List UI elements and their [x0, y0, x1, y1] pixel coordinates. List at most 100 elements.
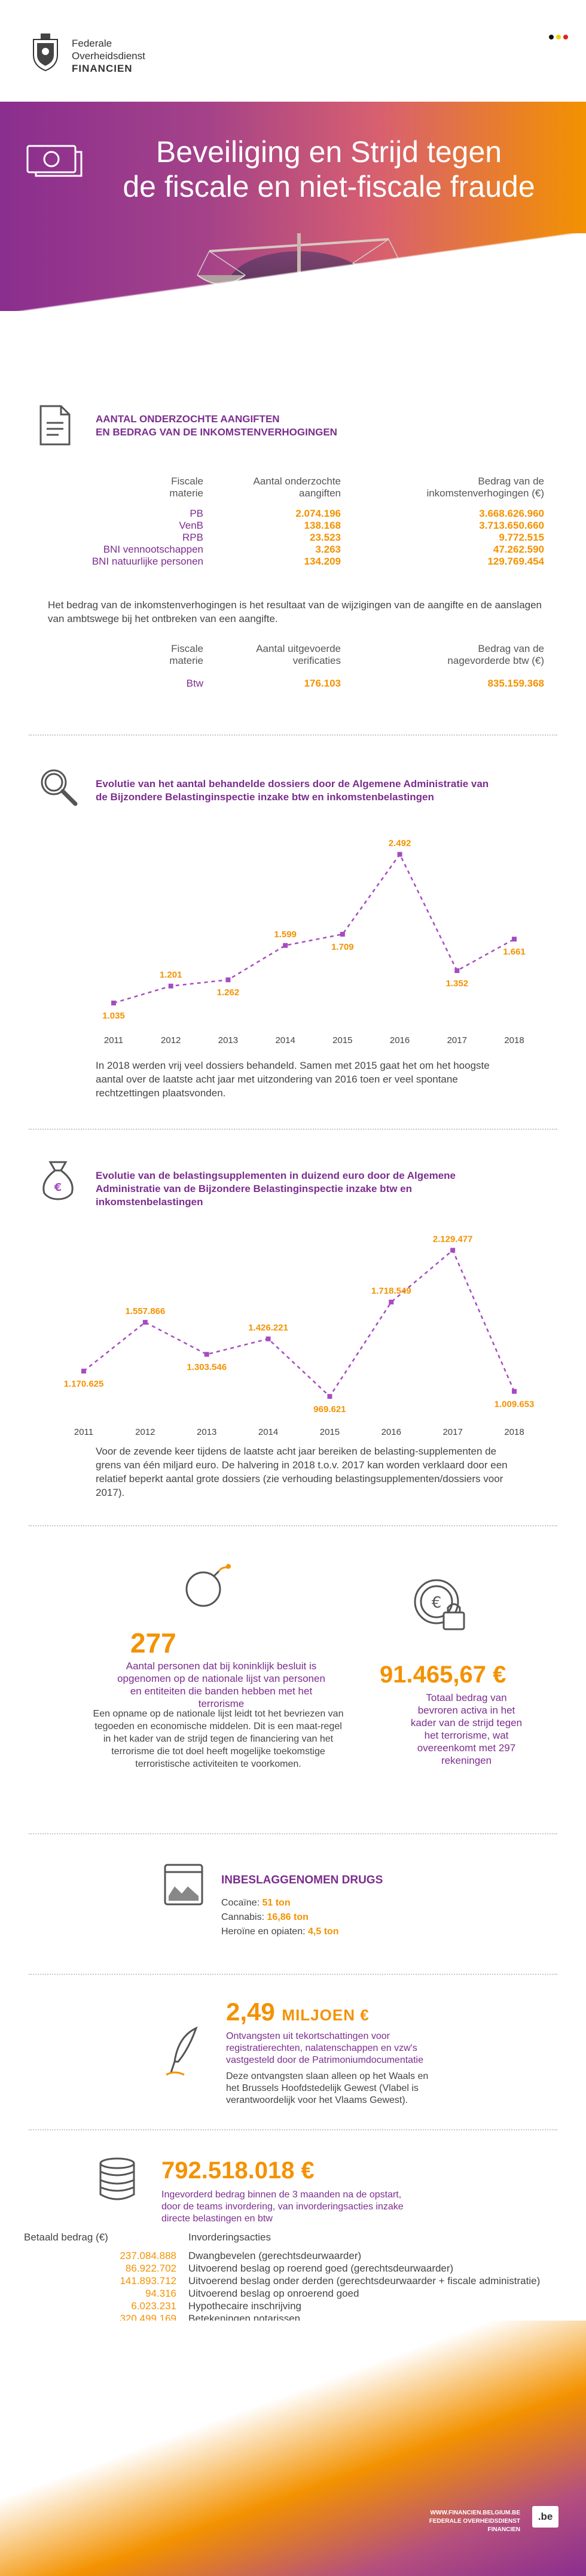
section2-text: In 2018 werden vrij veel dossiers behand… [96, 1060, 490, 1099]
x-tick-label: 2015 [320, 1427, 340, 1437]
footer-banner [0, 2321, 586, 2576]
x-tick-label: 2014 [258, 1427, 278, 1437]
row-subject: PB [190, 508, 203, 519]
x-tick-label: 2017 [447, 1035, 467, 1045]
x-tick-label: 2018 [504, 1427, 524, 1437]
belgian-coat-of-arms-logo [29, 31, 62, 73]
x-tick-label: 2016 [381, 1427, 401, 1437]
table-row: 141.893.712 Uitvoerend beslag onder derde… [24, 2275, 562, 2287]
listed-persons-count: 277 [130, 1627, 176, 1659]
table-row: VenB 138.168 3.713.650.660 [48, 520, 562, 532]
footer-text: WWW.FINANCIEN.BELGIUM.BE FEDERALE OVERHE… [407, 2509, 520, 2534]
data-label: 1.709 [331, 942, 354, 952]
flag-dot-yellow [556, 35, 561, 39]
btw-row: Btw 176.103 835.159.368 [48, 678, 562, 690]
data-point [389, 1299, 394, 1304]
section1-title-line-1: AANTAL ONDERZOCHTE AANGIFTEN [96, 413, 280, 425]
drug-value: 51 ton [262, 1898, 291, 1908]
hero-diagonal-cut [0, 233, 586, 317]
estimations-caption: Ontvangsten uit tekortschattingen voor r… [226, 2031, 423, 2065]
row-amount: 3.668.626.960 [479, 508, 544, 519]
footer-url[interactable]: WWW.FINANCIEN.BELGIUM.BE [430, 2510, 520, 2516]
x-tick-label: 2018 [504, 1035, 524, 1045]
estimations-amount-value: 2,49 [226, 1998, 275, 2026]
data-label: 1.303.546 [187, 1362, 227, 1372]
x-tick-label: 2014 [275, 1035, 295, 1045]
x-tick-label: 2011 [74, 1427, 93, 1437]
table-row: 94.316 Uitvoerend beslag op onroerend goe… [24, 2287, 562, 2300]
row-action: Uitvoerend beslag op onroerend goed [188, 2288, 359, 2299]
col-header-actions: Invorderingsacties [188, 2231, 271, 2243]
supplementen-line-chart: 1.170.625 2011 1.557.866 2012 1.303.546 2013 1… [64, 1234, 535, 1437]
section-divider [29, 1525, 557, 1526]
section1-btw-table: Fiscale materie Aantal uitgevoerde verific… [48, 643, 562, 690]
data-point [340, 931, 345, 937]
data-point [111, 1000, 116, 1005]
frozen-assets-amount: 91.465,67 € [380, 1662, 506, 1688]
page-title: Beveiliging en Strijd tegen de fiscale e… [90, 135, 568, 204]
svg-text:€: € [432, 1594, 442, 1612]
row-subject: BNI vennootschappen [103, 544, 203, 555]
magnifier-icon [37, 766, 79, 810]
section-divider [29, 2129, 557, 2130]
recovered-caption: Ingevorderd bedrag binnen de 3 maanden n… [161, 2190, 404, 2224]
footer-org: FEDERALE OVERHEIDSDIENST FINANCIEN [429, 2518, 520, 2533]
data-label: 1.170.625 [64, 1379, 104, 1389]
data-point [450, 1248, 456, 1253]
x-tick-label: 2012 [135, 1427, 155, 1437]
data-point [204, 1352, 209, 1357]
row-amount: 129.769.454 [487, 556, 544, 567]
drug-item: Cocaïne: 51 ton [221, 1896, 339, 1910]
data-label: 1.009.653 [495, 1399, 535, 1409]
drug-label: Heroïne en opiaten: [221, 1926, 308, 1937]
col-header-paid: Betaald bedrag (€) [24, 2231, 108, 2243]
data-label: 1.201 [160, 970, 182, 980]
row-count: 23.523 [310, 532, 341, 543]
listed-persons-caption: Aantal personen dat bij koninklijk beslu… [117, 1660, 325, 1709]
data-label: 1.599 [274, 929, 297, 940]
money-icon [24, 139, 84, 184]
document-icon [37, 404, 73, 450]
table-header-row: Fiscale materie Aantal onderzochte aangift… [48, 475, 562, 499]
flag-dot-black [549, 35, 554, 39]
data-point [327, 1394, 332, 1399]
frozen-coin-lock-icon: € [407, 1572, 472, 1641]
btw-label: Btw [186, 678, 203, 689]
section1-title-line-2: EN BEDRAG VAN DE INKOMSTENVERHOGINGEN [96, 426, 337, 438]
frozen-assets-caption: Totaal bedrag van bevroren activa in het… [410, 1692, 523, 1766]
x-tick-label: 2011 [104, 1035, 123, 1045]
data-point [168, 983, 173, 989]
col-header-subject: Fiscale materie [169, 475, 203, 499]
recovery-table-header: Betaald bedrag (€) Invorderingsacties [24, 2231, 562, 2243]
data-label: 1.661 [503, 947, 526, 957]
recovered-amount: 792.518.018 € [161, 2157, 315, 2184]
drug-item: Cannabis: 16,86 ton [221, 1910, 339, 1925]
section-divider [29, 734, 557, 736]
row-count: 2.074.196 [295, 508, 341, 519]
drug-bag-icon [160, 1860, 208, 1911]
org-line-2: Overheidsdienst [72, 50, 145, 62]
estimations-text: Deze ontvangsten slaan alleen op het Waa… [226, 2071, 429, 2105]
drugs-title: INBESLAGGENOMEN DRUGS [221, 1874, 383, 1886]
row-count: 138.168 [304, 520, 341, 531]
data-point [142, 1319, 148, 1325]
be-logo: .be [532, 2506, 558, 2528]
drugs-list: Cocaïne: 51 ton Cannabis: 16,86 ton Heroïn… [221, 1896, 339, 1939]
drug-label: Cannabis: [221, 1912, 267, 1922]
data-point [265, 1336, 271, 1342]
x-tick-label: 2017 [442, 1427, 462, 1437]
drug-value: 4,5 ton [308, 1926, 339, 1937]
table-row: 237.084.888 Dwangbevelen (gerechtsdeurwaa… [24, 2249, 562, 2262]
data-point [512, 937, 517, 942]
table-row: RPB 23.523 9.772.515 [48, 532, 562, 544]
btw-header-row: Fiscale materie Aantal uitgevoerde verific… [169, 643, 544, 666]
section2-title: Evolutie van het aantal behandelde dossi… [96, 778, 489, 803]
row-paid-amount: 141.893.712 [120, 2275, 176, 2287]
estimations-amount: 2,49 MILJOEN € [226, 1998, 370, 2026]
data-label: 2.129.477 [433, 1234, 473, 1244]
row-paid-amount: 86.922.702 [125, 2263, 176, 2274]
row-action: Uitvoerend beslag onder derden (gerechts… [188, 2275, 541, 2287]
row-count: 134.209 [304, 556, 341, 567]
col-header-amount: Bedrag van de inkomstenverhogingen (€) [426, 475, 544, 499]
col-header-count: Aantal onderzochte aangiften [253, 475, 341, 499]
